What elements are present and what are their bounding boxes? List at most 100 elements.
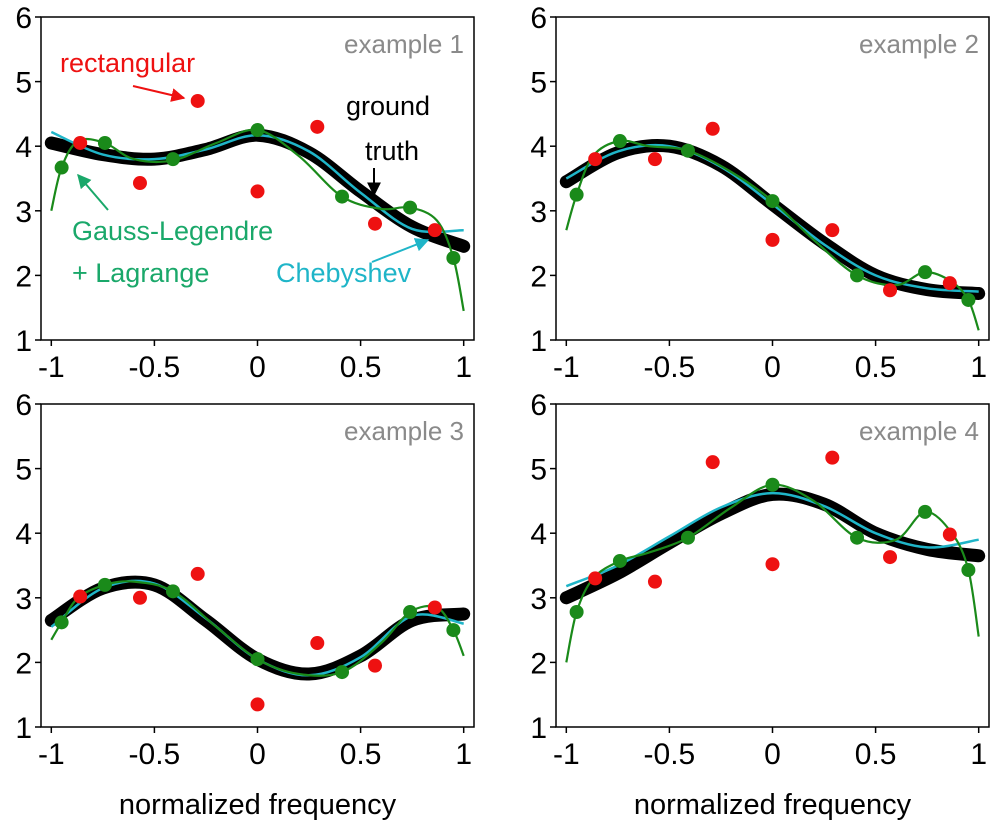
y-tick-label: 5 (15, 454, 32, 487)
gauss-legendre-point (765, 194, 780, 209)
gauss-legendre-point (97, 577, 112, 592)
x-axis-label: normalized frequency (119, 789, 397, 821)
panel-2: 1 2 3 4 5 6 -1 -0.5 0 0.5 1 example 2 (530, 2, 990, 384)
x-tick-label: -1 (553, 351, 580, 384)
panel-title: example 3 (344, 416, 464, 446)
rectangular-point (73, 589, 88, 604)
x-tick-label: 1 (455, 351, 472, 384)
y-tick-label: 3 (15, 583, 32, 616)
y-tick-label: 1 (15, 325, 32, 358)
rectangular-point (190, 566, 205, 581)
x-tick-label: 0.5 (340, 351, 382, 384)
x-tick-label: 0 (764, 738, 781, 771)
x-tick-label: 0 (764, 351, 781, 384)
gauss-legendre-point (446, 250, 461, 265)
chebyshev-line (565, 143, 979, 293)
gauss-legendre-point (403, 605, 418, 620)
rectangular-point (883, 283, 898, 298)
x-tick-label: 1 (455, 738, 472, 771)
rectangular-point (825, 223, 840, 238)
x-tick-label: 1 (970, 738, 987, 771)
rectangular-point (647, 152, 662, 167)
gauss-legendre-point (335, 189, 350, 204)
rectangular-point (427, 223, 442, 238)
gauss-legendre-point (612, 553, 627, 568)
gauss-legendre-point (612, 134, 627, 149)
rectangular-point (942, 527, 957, 542)
gauss-legendre-point (569, 605, 584, 620)
plot-area (559, 450, 986, 663)
rectangular-point (588, 152, 603, 167)
x-tick-label: 0.5 (855, 351, 897, 384)
y-tick-label: 3 (530, 583, 547, 616)
gauss-legendre-point (918, 265, 933, 280)
gauss-legendre-label-line1: Gauss-Legendre (72, 216, 273, 246)
ground-truth-label-line2: truth (365, 136, 419, 166)
gauss-legendre-point (165, 584, 180, 599)
x-tick-label: -0.5 (644, 738, 696, 771)
y-tick-label: 6 (15, 2, 32, 35)
panel-title: example 4 (859, 416, 979, 446)
x-tick-label: 0 (249, 351, 266, 384)
rectangular-point (427, 600, 442, 615)
y-tick-label: 4 (530, 131, 547, 164)
gauss-legendre-point (97, 135, 112, 150)
plot-area (44, 93, 471, 312)
rectangular-point (250, 184, 265, 199)
y-tick-label: 5 (15, 67, 32, 100)
y-tick-label: 3 (530, 196, 547, 229)
y-tick-label: 1 (530, 712, 547, 745)
y-tick-label: 3 (15, 196, 32, 229)
gauss-legendre-point (250, 652, 265, 667)
ground-truth-label-line1: ground (346, 91, 430, 121)
y-tick-label: 6 (15, 389, 32, 422)
gauss-legendre-arrow (77, 173, 109, 211)
chebyshev-label: Chebyshev (276, 258, 412, 288)
rectangular-point (705, 455, 720, 470)
rectangular-point (588, 571, 603, 586)
y-tick-label: 1 (15, 712, 32, 745)
gauss-legendre-point (250, 123, 265, 138)
x-tick-label: 1 (970, 351, 987, 384)
plot-area (44, 566, 471, 712)
axes-frame (40, 403, 475, 728)
rectangular-point (368, 216, 383, 231)
rectangular-point (190, 93, 205, 108)
x-axis-label: normalized frequency (634, 789, 912, 821)
x-tick-label: -1 (553, 738, 580, 771)
gauss-legendre-point (680, 530, 695, 545)
y-tick-label: 2 (15, 260, 32, 293)
gauss-legendre-point (403, 200, 418, 215)
panel-title: example 2 (859, 29, 979, 59)
gauss-legendre-point (961, 563, 976, 578)
x-tick-label: 0.5 (340, 738, 382, 771)
y-tick-label: 2 (530, 260, 547, 293)
rectangular-point (825, 450, 840, 465)
rectangular-label: rectangular (60, 48, 195, 78)
y-tick-label: 4 (15, 518, 32, 551)
panel-1: 1 2 3 4 5 6 -1 -0.5 0 0.5 1 example 1 rectangular gro… (15, 2, 475, 384)
gauss-legendre-point (54, 160, 69, 175)
x-tick-label: -0.5 (129, 351, 181, 384)
y-tick-label: 4 (15, 131, 32, 164)
rectangular-point (883, 550, 898, 565)
gauss-legendre-point (850, 530, 865, 545)
x-tick-label: -0.5 (129, 738, 181, 771)
gauss-legendre-point (961, 292, 976, 307)
y-tick-label: 5 (530, 454, 547, 487)
gauss-legendre-point (569, 187, 584, 202)
gauss-legendre-point (680, 143, 695, 158)
rectangular-point (647, 574, 662, 589)
gauss-legendre-label-line2: + Lagrange (72, 258, 209, 288)
gauss-legendre-point (918, 504, 933, 519)
y-tick-label: 6 (530, 2, 547, 35)
y-tick-label: 1 (530, 325, 547, 358)
x-tick-label: 0 (249, 738, 266, 771)
rectangular-point (132, 176, 147, 191)
gauss-legendre-point (850, 268, 865, 283)
rectangular-point (132, 590, 147, 605)
rectangular-point (368, 658, 383, 673)
gauss-legendre-point (446, 623, 461, 638)
